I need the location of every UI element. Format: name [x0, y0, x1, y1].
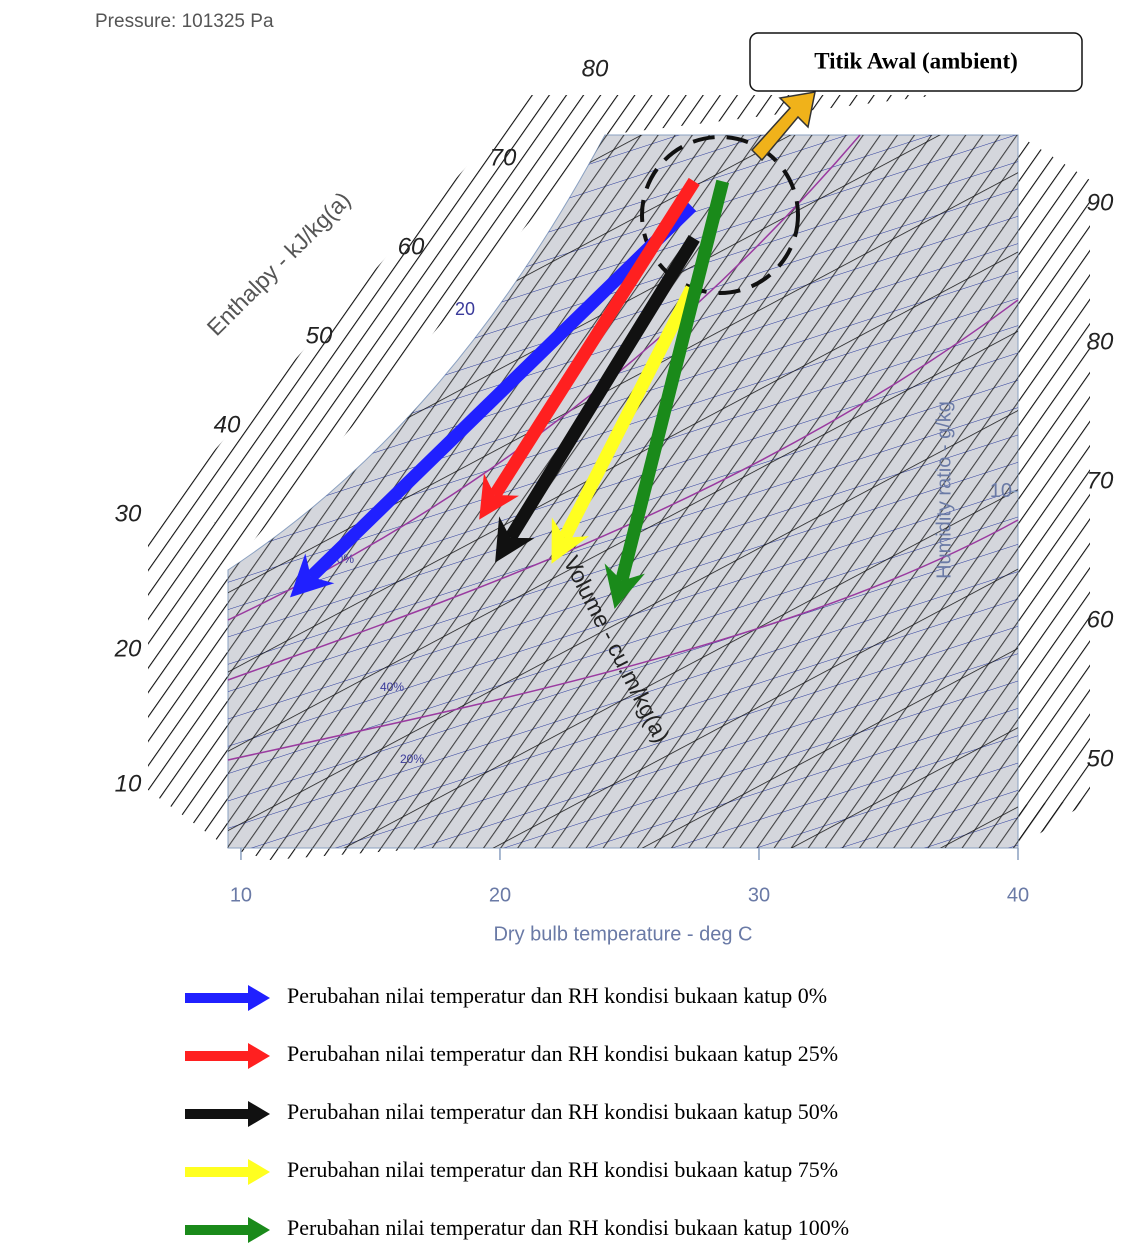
enthalpy-tick-label: 80	[1087, 328, 1114, 355]
legend-arrowhead	[248, 1217, 270, 1243]
y-axis-label: Humidity ratio - g/kg	[933, 401, 955, 579]
chart: Pressure: 101325 Pa 60% 40% 20% 20 Humid…	[0, 0, 1127, 1247]
chart-title: Pressure: 101325 Pa	[95, 11, 274, 32]
x-tick-label: 20	[489, 884, 511, 906]
rh-label: 40%	[380, 680, 404, 694]
enthalpy-tick-label: 40	[214, 411, 241, 438]
enthalpy-tick-label: 30	[115, 500, 142, 527]
legend-label: Perubahan nilai temperatur dan RH kondis…	[287, 1041, 838, 1066]
x-tick-label: 10	[230, 884, 252, 906]
rh-label: 20%	[400, 752, 424, 766]
legend-label: Perubahan nilai temperatur dan RH kondis…	[287, 1215, 849, 1240]
y-tick-label: 10	[990, 480, 1012, 502]
enthalpy-tick-label: 60	[1087, 606, 1114, 633]
enthalpy-tick-label: 10	[115, 770, 142, 797]
legend-label: Perubahan nilai temperatur dan RH kondis…	[287, 1157, 838, 1182]
legend-arrowhead	[248, 985, 270, 1011]
enthalpy-tick-label: 50	[1087, 745, 1114, 772]
legend-label: Perubahan nilai temperatur dan RH kondis…	[287, 1099, 838, 1124]
x-tick-label: 30	[748, 884, 770, 906]
enthalpy-tick-label: 80	[582, 55, 609, 82]
hatch	[228, 135, 1018, 848]
enthalpy-tick-label: 50	[306, 322, 333, 349]
wet-bulb-label: 20	[455, 299, 475, 319]
enthalpy-tick-label: 70	[490, 144, 517, 171]
frame	[1018, 135, 1090, 848]
x-axis-label: Dry bulb temperature - deg C	[493, 923, 752, 945]
enthalpy-tick-label: 90	[1087, 189, 1114, 216]
legend-arrowhead	[248, 1043, 270, 1069]
frame	[148, 525, 228, 848]
enthalpy-tick-label: 60	[398, 233, 425, 260]
legend-arrowhead	[248, 1101, 270, 1127]
x-tick-label: 40	[1007, 884, 1029, 906]
enthalpy-tick-label: 20	[114, 635, 142, 662]
legend-arrowhead	[248, 1159, 270, 1185]
annotation-text: Titik Awal (ambient)	[814, 48, 1018, 73]
enthalpy-tick-label: 70	[1087, 467, 1114, 494]
legend-label: Perubahan nilai temperatur dan RH kondis…	[287, 983, 827, 1008]
